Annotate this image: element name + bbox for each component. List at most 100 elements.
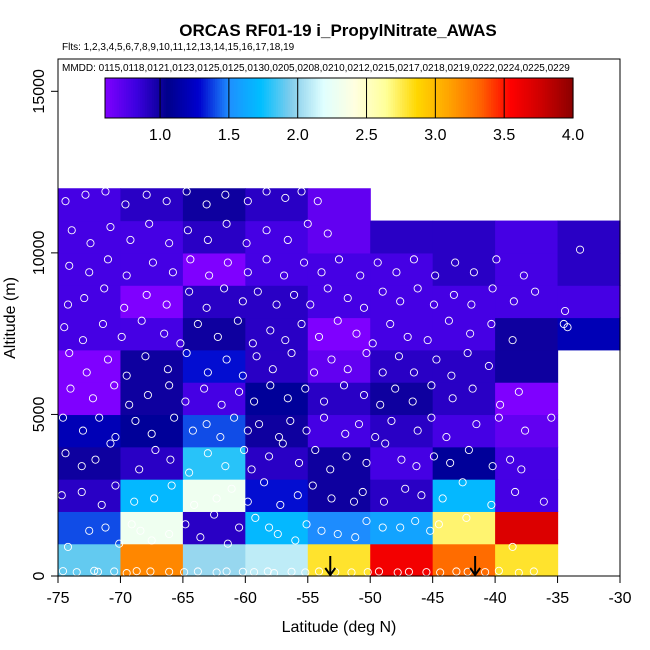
sample-point [243,426,252,435]
heatmap-cell [307,382,371,416]
sample-point [202,420,211,429]
colorbar-segment [292,78,296,118]
sample-point [91,455,100,464]
colorbar-segment [222,78,225,118]
colorbar-segment [231,78,235,118]
colorbar-segment [505,78,509,118]
sample-point [429,300,438,309]
colorbar-segment [217,78,221,118]
colorbar-segment [420,78,424,118]
arrow-markers [324,556,481,577]
colorbar-segment [161,78,165,118]
heatmap-cell [432,220,496,254]
heatmap-cell [307,414,371,448]
colorbar-segment [327,78,331,118]
colorbar-segment [320,78,324,118]
sample-point [458,478,467,487]
sample-point [122,569,131,578]
heatmap-cell [370,543,434,577]
sample-point [302,520,311,529]
sample-point [162,300,171,309]
colorbar-segment [467,78,471,118]
sample-point [85,268,94,277]
sample-point [252,352,261,361]
heatmap-cell [495,543,559,577]
sample-point [165,239,174,248]
sample-point [240,445,249,455]
sample-point [80,294,89,303]
colorbar-segment [196,78,200,118]
sample-point [314,567,324,576]
heatmap-cell [370,349,434,383]
colorbar-segment [509,78,513,118]
sample-point [560,306,570,316]
heatmap-cell [307,479,371,512]
sample-point [203,235,212,244]
colorbar-segment [268,78,272,118]
colorbar-segment [544,78,548,118]
sample-point [464,445,473,455]
colorbar-segment [271,78,275,118]
sample-point [442,433,451,442]
sample-point [449,290,458,299]
colorbar-segment [119,78,122,118]
sample-point [319,397,329,406]
sample-point [376,400,385,409]
colorbar-segment [444,78,448,118]
colorbar-tick-label: 1.5 [218,127,240,144]
sample-point [521,426,530,435]
heatmap-cell [495,446,559,480]
sample-point [317,268,326,277]
sample-point [265,452,274,461]
heatmap-cell [370,220,434,254]
sample-point [185,287,194,296]
sample-point [496,400,505,409]
sample-point [297,319,306,329]
heatmap-cell [432,511,496,545]
colorbar-segment [308,78,312,118]
sample-point [487,500,496,509]
sample-point [235,523,244,532]
sample-point [77,462,86,471]
heatmap-cell [58,446,122,480]
sample-point [132,567,141,576]
sample-point [343,365,352,374]
heatmap-cell [495,414,559,448]
sample-point [100,284,109,293]
sample-point [293,491,302,500]
sample-point [408,397,417,406]
colorbar-segment [470,78,473,118]
colorbar-segment [463,78,466,118]
colorbar-segment [397,78,401,118]
sample-point [196,533,205,542]
colorbar-segment [350,78,354,118]
heatmap-cell [370,511,434,545]
sample-point [160,329,169,338]
colorbar-segment [121,78,125,118]
heatmap-cell [245,511,309,545]
y-tick-label: 5000 [31,397,48,433]
sample-point [61,197,70,206]
sample-point [230,413,239,422]
sample-point [297,187,306,196]
heatmap-cell [432,414,496,448]
sample-point [431,271,440,280]
arrow-head [324,567,337,577]
colorbar-segment [542,78,546,118]
sample-point [163,365,172,374]
colorbar-segment [287,78,291,118]
sample-point [333,316,342,325]
heatmap-cell [432,446,496,480]
sample-point [354,420,364,429]
colorbar-segment [130,78,134,118]
colorbar-segment [418,78,422,118]
sample-point [342,452,351,461]
sample-point [294,458,304,467]
colorbar-segment [259,78,263,118]
sample-point [327,355,336,364]
heatmap-cell [495,479,559,512]
sample-point [65,261,74,270]
colorbar-segment [477,78,480,118]
sample-point [494,413,503,422]
heatmap-cell [120,446,184,480]
